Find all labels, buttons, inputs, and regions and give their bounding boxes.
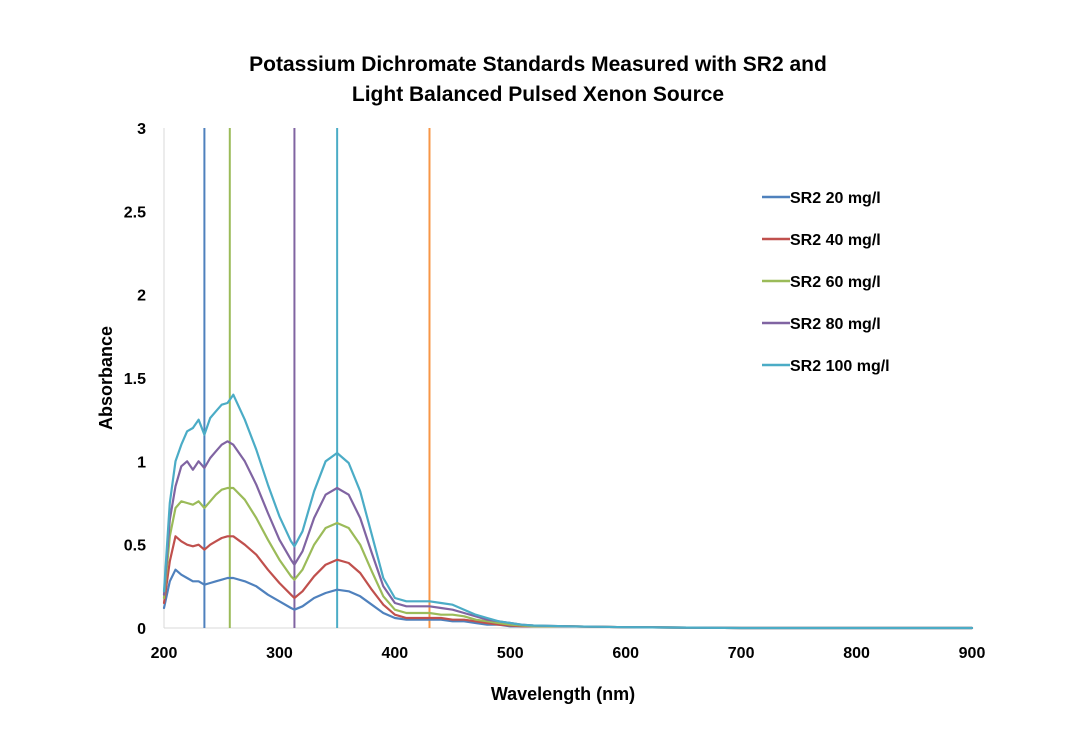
x-tick-label: 900	[959, 645, 986, 662]
y-tick-label: 2	[137, 288, 146, 305]
y-tick-label: 2.5	[124, 204, 146, 221]
y-tick-label: 3	[137, 121, 146, 138]
y-tick-label: 0	[137, 621, 146, 638]
series-line	[162, 393, 974, 630]
series-line	[162, 486, 974, 630]
series-line	[162, 440, 974, 630]
y-axis-title: Absorbance	[96, 326, 116, 430]
legend: SR2 20 mg/l SR2 40 mg/l SR2 60 mg/l SR2 80 …	[762, 190, 890, 375]
x-tick-label: 800	[843, 645, 870, 662]
chart-title-line-2: Light Balanced Pulsed Xenon Source	[352, 83, 724, 106]
y-tick-label: 0.5	[124, 538, 146, 555]
x-tick-label: 700	[728, 645, 755, 662]
legend-label: SR2 80 mg/l	[790, 316, 881, 333]
y-tick-label: 1	[137, 454, 146, 471]
legend-label: SR2 60 mg/l	[790, 274, 881, 291]
x-tick-label: 600	[612, 645, 639, 662]
x-tick-label: 300	[266, 645, 293, 662]
x-axis-title: Wavelength (nm)	[491, 684, 635, 704]
plot-series	[162, 393, 974, 630]
x-tick-label: 200	[151, 645, 178, 662]
chart-title-line-1: Potassium Dichromate Standards Measured …	[249, 53, 827, 76]
x-axis-ticks: 200 300 400 500 600 700 800 900	[151, 645, 986, 662]
legend-label: SR2 40 mg/l	[790, 232, 881, 249]
series-line	[162, 568, 974, 630]
legend-label: SR2 20 mg/l	[790, 190, 881, 207]
marker-lines	[203, 128, 431, 628]
x-tick-label: 400	[382, 645, 409, 662]
y-axis-ticks: 0 0.5 1 1.5 2 2.5 3	[124, 121, 146, 638]
x-tick-label: 500	[497, 645, 524, 662]
legend-label: SR2 100 mg/l	[790, 358, 890, 375]
y-tick-label: 1.5	[124, 371, 146, 388]
